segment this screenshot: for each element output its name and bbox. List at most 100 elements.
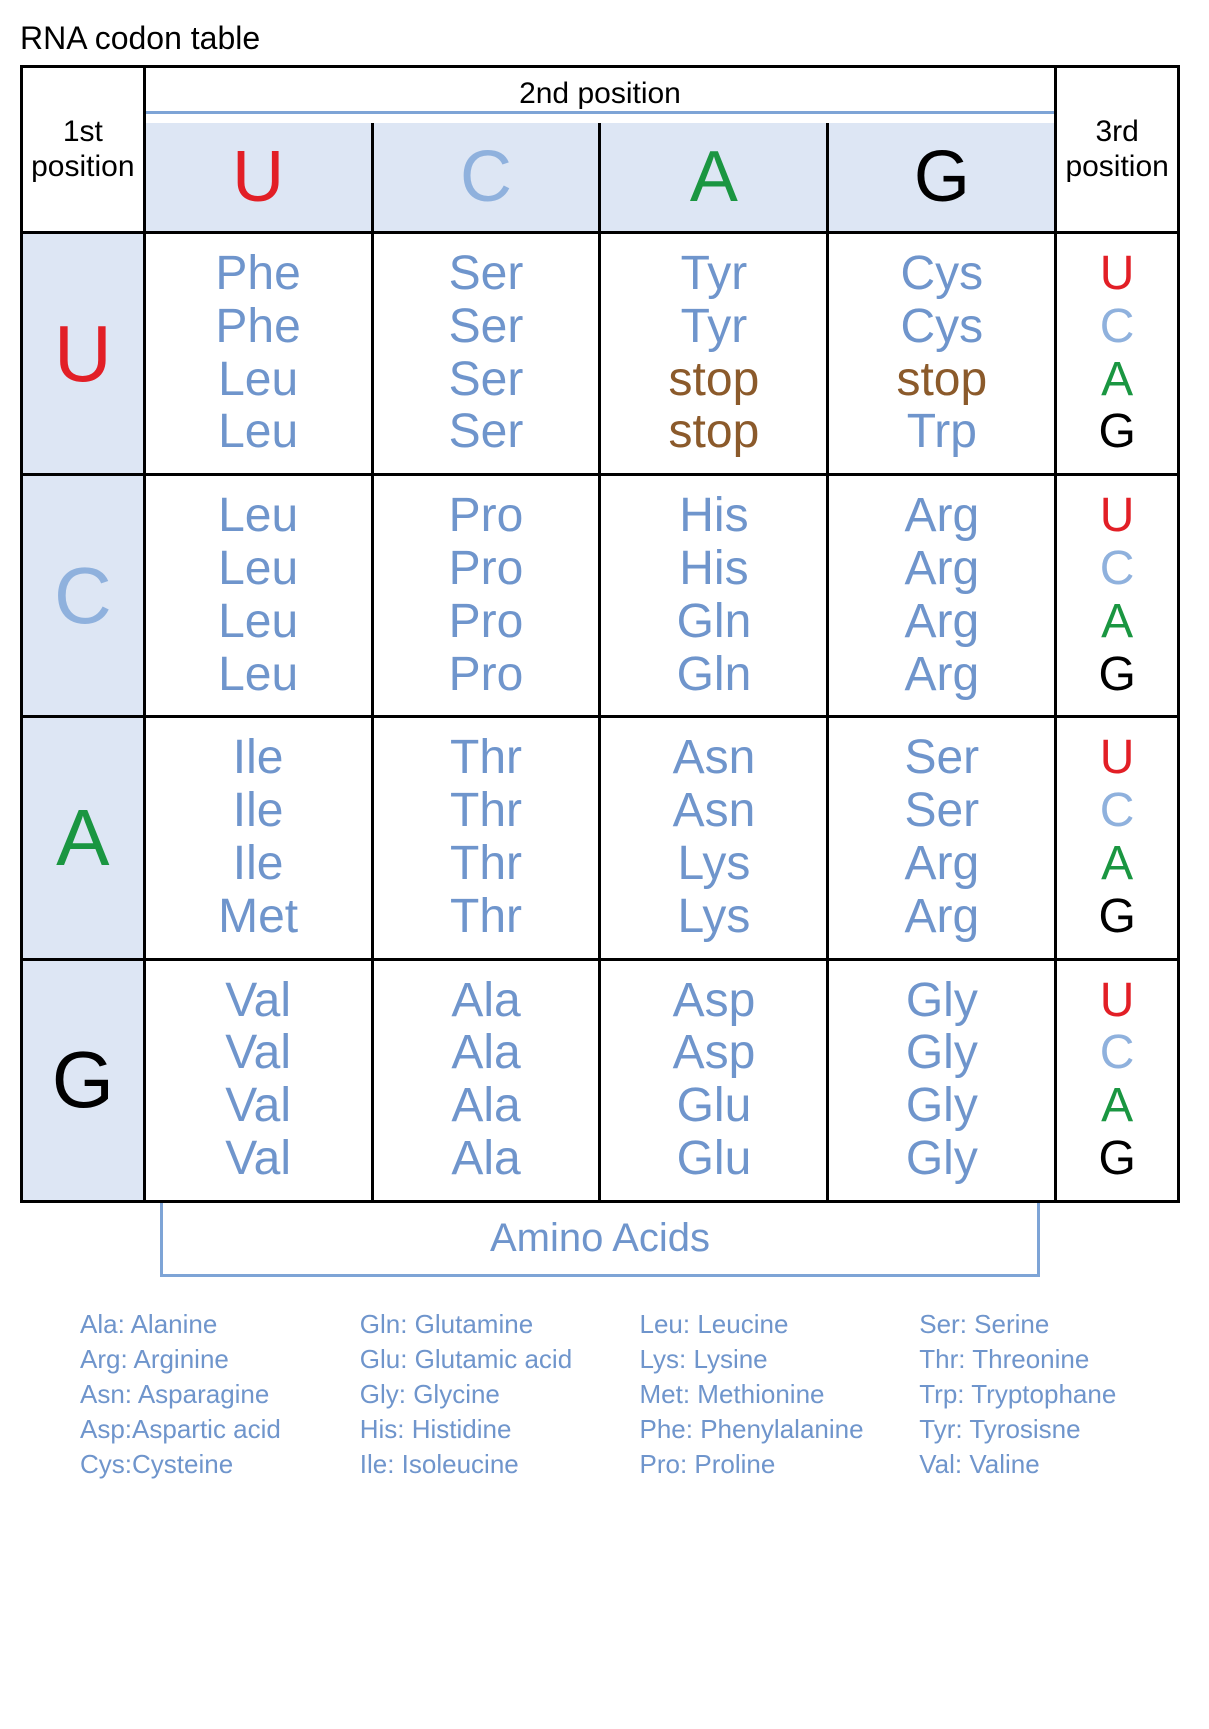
amino-acid-Asp: Asp xyxy=(601,1027,826,1080)
legend-item: Arg: Arginine xyxy=(80,1342,350,1377)
amino-acid-Leu: Leu xyxy=(146,490,371,543)
amino-acid-Leu: Leu xyxy=(146,354,371,407)
amino-acid-Gly: Gly xyxy=(829,1027,1054,1080)
codon-cell-AA: AsnAsnLysLys xyxy=(600,717,828,959)
codon-cell-AC: ThrThrThrThr xyxy=(372,717,600,959)
codon-cell-UC: SerSerSerSer xyxy=(372,233,600,475)
amino-acid-Asn: Asn xyxy=(601,785,826,838)
codon-cell-CC: ProProProPro xyxy=(372,475,600,717)
amino-acid-Ala: Ala xyxy=(374,1080,599,1133)
first-base-C: C xyxy=(22,475,145,717)
amino-acid-legend: Ala: AlanineArg: ArginineAsn: Asparagine… xyxy=(80,1307,1189,1482)
amino-acid-Arg: Arg xyxy=(829,891,1054,944)
amino-acid-Ala: Ala xyxy=(374,1133,599,1186)
amino-acid-Ser: Ser xyxy=(374,301,599,354)
amino-acid-Glu: Glu xyxy=(601,1133,826,1186)
amino-acid-Val: Val xyxy=(146,975,371,1028)
amino-acid-Thr: Thr xyxy=(374,732,599,785)
third-base-col-row-C: UCAG xyxy=(1056,475,1179,717)
third-base-U: U xyxy=(1057,248,1177,301)
codon-cell-AG: SerSerArgArg xyxy=(828,717,1056,959)
amino-acid-Leu: Leu xyxy=(146,649,371,702)
amino-acid-His: His xyxy=(601,490,826,543)
third-base-C: C xyxy=(1057,301,1177,354)
stop-codon: stop xyxy=(829,354,1054,407)
third-base-U: U xyxy=(1057,490,1177,543)
stop-codon: stop xyxy=(601,406,826,459)
legend-item: Cys:Cysteine xyxy=(80,1447,350,1482)
amino-acid-Ile: Ile xyxy=(146,838,371,891)
codon-cell-GA: AspAspGluGlu xyxy=(600,959,828,1201)
amino-acid-Trp: Trp xyxy=(829,406,1054,459)
amino-acid-Lys: Lys xyxy=(601,891,826,944)
amino-acid-Ile: Ile xyxy=(146,785,371,838)
amino-acid-Tyr: Tyr xyxy=(601,248,826,301)
legend-item: Gln: Glutamine xyxy=(360,1307,630,1342)
amino-acid-Ser: Ser xyxy=(374,248,599,301)
third-base-C: C xyxy=(1057,785,1177,838)
amino-acid-Pro: Pro xyxy=(374,490,599,543)
legend-item: Tyr: Tyrosisne xyxy=(919,1412,1189,1447)
amino-acid-Leu: Leu xyxy=(146,543,371,596)
legend-item: Met: Methionine xyxy=(640,1377,910,1412)
legend-item: Trp: Tryptophane xyxy=(919,1377,1189,1412)
amino-acid-Cys: Cys xyxy=(829,301,1054,354)
third-base-col-row-A: UCAG xyxy=(1056,717,1179,959)
first-position-label: 1st position xyxy=(22,67,145,233)
amino-acid-Ala: Ala xyxy=(374,975,599,1028)
codon-cell-CU: LeuLeuLeuLeu xyxy=(144,475,372,717)
amino-acid-Thr: Thr xyxy=(374,785,599,838)
amino-acid-Ser: Ser xyxy=(374,406,599,459)
third-base-A: A xyxy=(1057,1080,1177,1133)
legend-item: Thr: Threonine xyxy=(919,1342,1189,1377)
amino-acids-bracket: Amino Acids xyxy=(160,1203,1040,1277)
codon-table: 1st position 2nd position 3rd position U… xyxy=(20,65,1180,1203)
third-base-C: C xyxy=(1057,1027,1177,1080)
legend-item: Ala: Alanine xyxy=(80,1307,350,1342)
amino-acid-Arg: Arg xyxy=(829,649,1054,702)
amino-acid-Gln: Gln xyxy=(601,596,826,649)
third-base-col-row-U: UCAG xyxy=(1056,233,1179,475)
codon-cell-GC: AlaAlaAlaAla xyxy=(372,959,600,1201)
codon-cell-UA: TyrTyrstopstop xyxy=(600,233,828,475)
amino-acid-Leu: Leu xyxy=(146,596,371,649)
amino-acid-Phe: Phe xyxy=(146,248,371,301)
legend-item: Val: Valine xyxy=(919,1447,1189,1482)
amino-acid-Tyr: Tyr xyxy=(601,301,826,354)
legend-item: Ser: Serine xyxy=(919,1307,1189,1342)
amino-acid-Arg: Arg xyxy=(829,596,1054,649)
amino-acid-Ala: Ala xyxy=(374,1027,599,1080)
third-base-C: C xyxy=(1057,543,1177,596)
second-base-header-row: U C A G xyxy=(22,123,1179,233)
third-base-A: A xyxy=(1057,838,1177,891)
amino-acid-Arg: Arg xyxy=(829,838,1054,891)
codon-cell-CG: ArgArgArgArg xyxy=(828,475,1056,717)
first-base-A: A xyxy=(22,717,145,959)
amino-acid-Val: Val xyxy=(146,1133,371,1186)
amino-acid-Ile: Ile xyxy=(146,732,371,785)
amino-acid-Arg: Arg xyxy=(829,490,1054,543)
codon-cell-GU: ValValValVal xyxy=(144,959,372,1201)
third-base-G: G xyxy=(1057,649,1177,702)
second-base-A: A xyxy=(600,123,828,233)
third-base-U: U xyxy=(1057,732,1177,785)
codon-cell-CA: HisHisGlnGln xyxy=(600,475,828,717)
legend-item: Gly: Glycine xyxy=(360,1377,630,1412)
third-position-label: 3rd position xyxy=(1056,67,1179,233)
legend-item: Ile: Isoleucine xyxy=(360,1447,630,1482)
amino-acid-Gly: Gly xyxy=(829,1080,1054,1133)
amino-acid-Arg: Arg xyxy=(829,543,1054,596)
legend-item: Asn: Asparagine xyxy=(80,1377,350,1412)
amino-acid-Gly: Gly xyxy=(829,1133,1054,1186)
legend-item: Glu: Glutamic acid xyxy=(360,1342,630,1377)
amino-acid-Thr: Thr xyxy=(374,891,599,944)
legend-column-3: Ser: SerineThr: ThreonineTrp: Tryptophan… xyxy=(919,1307,1189,1482)
second-base-C: C xyxy=(372,123,600,233)
amino-acid-Ser: Ser xyxy=(829,785,1054,838)
first-base-U: U xyxy=(22,233,145,475)
stop-codon: stop xyxy=(601,354,826,407)
codon-cell-GG: GlyGlyGlyGly xyxy=(828,959,1056,1201)
amino-acid-Asn: Asn xyxy=(601,732,826,785)
second-base-U: U xyxy=(144,123,372,233)
legend-column-2: Leu: LeucineLys: LysineMet: MethioninePh… xyxy=(640,1307,910,1482)
